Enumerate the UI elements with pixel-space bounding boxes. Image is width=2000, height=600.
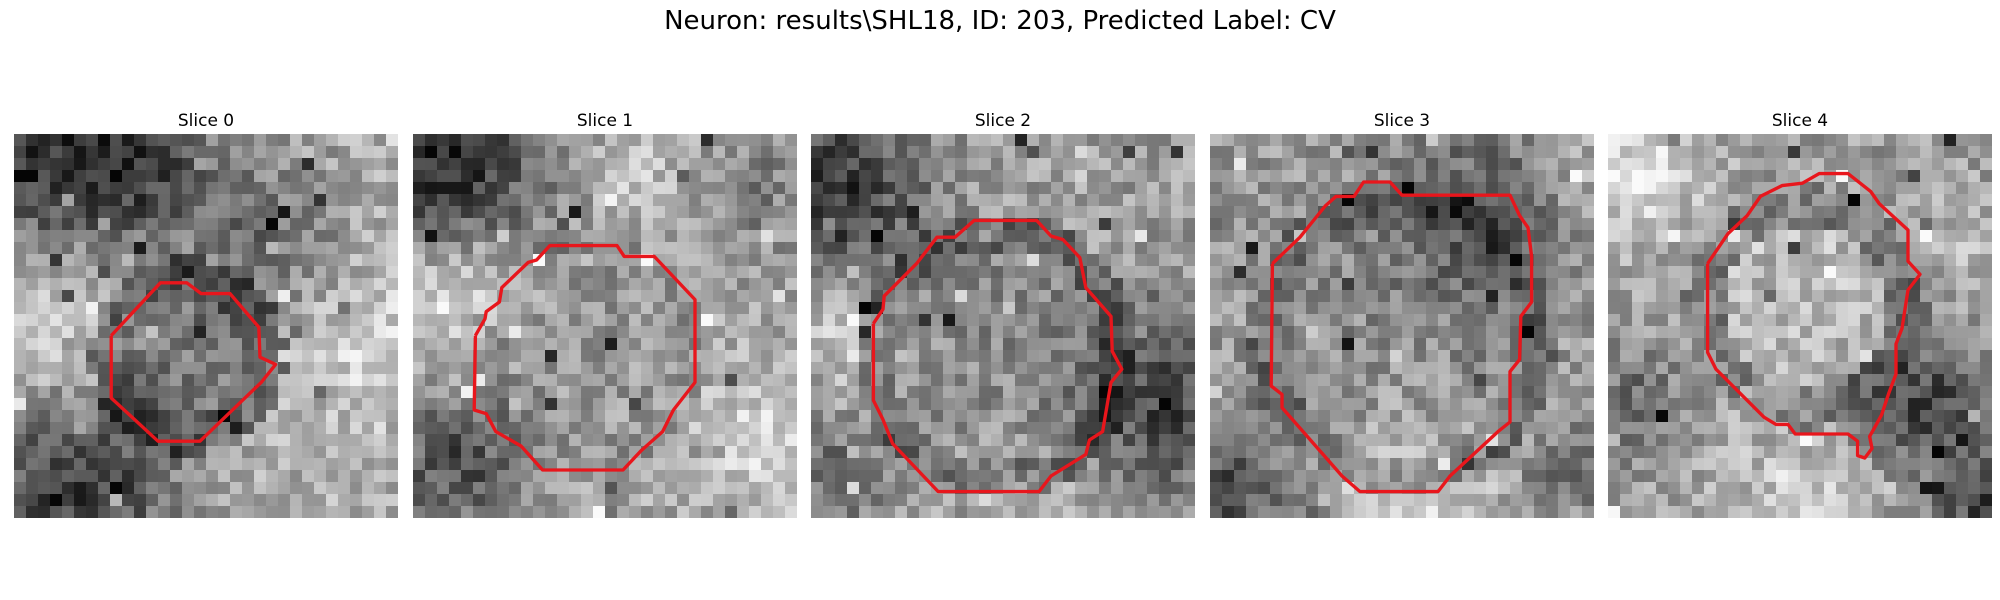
slice-panel-0: Slice 0 (14, 108, 398, 518)
slice-2-contour (871, 218, 1124, 494)
slice-3-title: Slice 3 (1373, 111, 1431, 131)
slice-0-image (14, 134, 398, 518)
slice-3-image (1210, 134, 1594, 518)
slice-1-contour (472, 243, 697, 472)
slice-1-image (413, 134, 797, 518)
slice-3-contour (1269, 180, 1534, 494)
slice-4-title: Slice 4 (1771, 111, 1829, 131)
slice-panel-2: Slice 2 (811, 108, 1195, 518)
slice-0-contour (109, 281, 278, 443)
slice-4-contour (1705, 171, 1922, 460)
slice-panel-1: Slice 1 (413, 108, 797, 518)
slice-panel-4: Slice 4 (1608, 108, 1992, 518)
slice-4-image (1608, 134, 1992, 518)
figure-title: Neuron: results\SHL18, ID: 203, Predicte… (664, 6, 1336, 36)
slice-2-image (811, 134, 1195, 518)
slice-panel-3: Slice 3 (1210, 108, 1594, 518)
slice-0-title: Slice 0 (177, 111, 235, 131)
slice-1-title: Slice 1 (576, 111, 634, 131)
slice-2-title: Slice 2 (974, 111, 1032, 131)
